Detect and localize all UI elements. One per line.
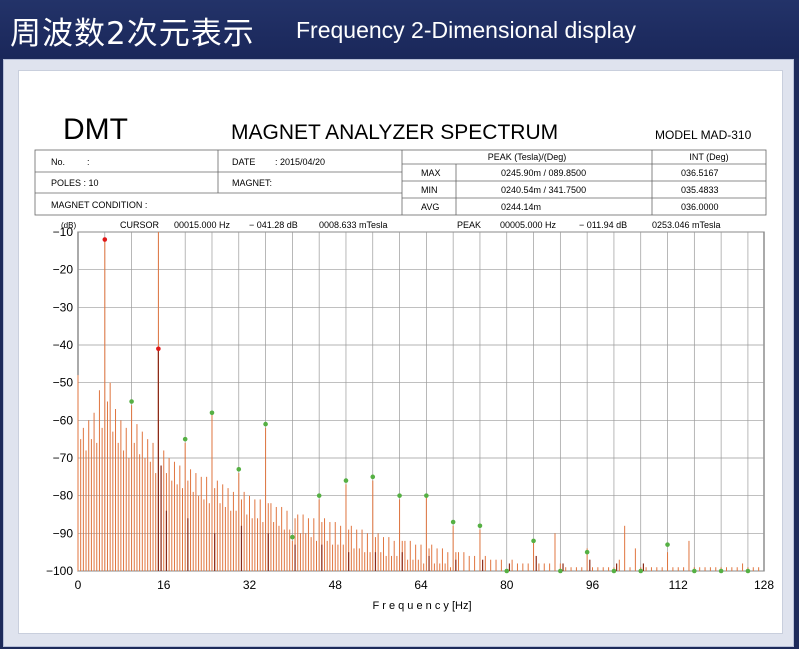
min-peak: 0240.54m / 341.7500 [501,185,586,195]
cursor-tesla: 0008.633 mTesla [319,220,388,230]
avg-int: 036.0000 [681,202,719,212]
x-tick-label: 96 [586,578,600,592]
date-value: : 2015/04/20 [275,157,325,167]
peak-label: PEAK [457,220,481,230]
y-tick-label: −40 [53,338,74,352]
cursor-db: − 041.28 dB [249,220,298,230]
report-title: MAGNET ANALYZER SPECTRUM [231,121,558,144]
max-peak: 0245.90m / 089.8500 [501,168,586,178]
harmonic-marker-green [584,549,590,555]
harmonic-marker-green [611,568,617,574]
harmonic-marker-green [397,493,402,498]
banner-title-jp: 周波数2次元表示 [10,16,255,52]
x-tick-label: 80 [500,578,514,592]
x-tick-label: 112 [669,578,688,592]
x-tick-label: 128 [754,578,774,592]
harmonic-marker-green [558,568,563,574]
plot-area-border [77,231,765,572]
y-tick-label: −50 [53,376,74,390]
cursor-freq: 00015.000 Hz [174,220,231,230]
harmonic-marker-green [424,493,429,498]
x-tick-label: 32 [243,578,257,592]
x-tick-label: 48 [329,578,343,592]
avg-label: AVG [421,202,439,212]
min-label: MIN [421,185,438,195]
peak-freq: 00005.000 Hz [500,220,557,230]
report-svg: DMT MAGNET ANALYZER SPECTRUM MODEL MAD-3… [34,113,774,612]
harmonic-marker-green [209,410,215,416]
peak-marker-red [156,346,161,352]
harmonic-marker-green [290,534,295,540]
info-table [34,149,767,216]
max-label: MAX [421,168,441,178]
peak-db: − 011.94 dB [579,220,627,230]
y-tick-label: −60 [53,413,74,427]
harmonic-marker-green [638,568,644,574]
model-label: MODEL MAD-310 [655,128,752,142]
harmonic-marker-green [370,474,376,480]
y-tick-label: −80 [53,489,74,503]
y-tick-label: −70 [53,451,74,465]
y-tick-label: −100 [46,564,73,578]
harmonic-marker-green [692,568,697,574]
y-tick-label: −90 [53,526,74,540]
banner-title-en: Frequency 2-Dimensional display [296,17,637,43]
brand-label: DMT [63,113,128,146]
harmonic-marker-green [182,436,188,442]
harmonic-marker-green [450,519,456,525]
y-tick-label: −10 [53,225,74,239]
harmonic-marker-green [343,478,349,483]
no-value: : [87,157,90,167]
harmonic-marker-green [745,568,751,574]
x-axis-label: F r e q u e n c y [Hz] [372,600,471,612]
y-tick-label: −30 [53,300,74,314]
peak-tesla: 0253.046 mTesla [652,220,721,230]
magnet-condition-label: MAGNET CONDITION : [51,200,147,210]
harmonic-marker-green [129,399,134,404]
cursor-label: CURSOR [120,220,160,230]
y-tick-label: −20 [53,263,74,277]
db-unit-label: (dB) [61,221,76,230]
magnet-label: MAGNET: [232,178,272,188]
x-tick-label: 64 [414,578,428,592]
date-label: DATE [232,157,255,167]
no-label: No. [51,157,65,167]
harmonic-marker-green [236,467,242,472]
harmonic-marker-green [665,542,670,547]
x-tick-label: 16 [157,578,171,592]
harmonic-marker-green [477,523,483,529]
title-banner: 周波数2次元表示 Frequency 2-Dimensional display [0,0,799,58]
x-tick-label: 0 [75,578,82,592]
harmonic-marker-green [718,568,724,574]
peak-marker-red [102,237,108,242]
harmonic-marker-green [316,493,322,498]
peak-header: PEAK (Tesla)/(Deg) [488,152,567,162]
report-sheet: DMT MAGNET ANALYZER SPECTRUM MODEL MAD-3… [18,70,783,634]
poles-label: POLES : 10 [51,178,99,188]
avg-peak: 0244.14m [501,202,541,212]
min-int: 035.4833 [681,185,719,195]
harmonic-marker-green [504,568,510,574]
max-int: 036.5167 [681,168,719,178]
harmonic-marker-green [263,421,268,427]
harmonic-marker-green [531,538,536,544]
int-header: INT (Deg) [689,152,728,162]
